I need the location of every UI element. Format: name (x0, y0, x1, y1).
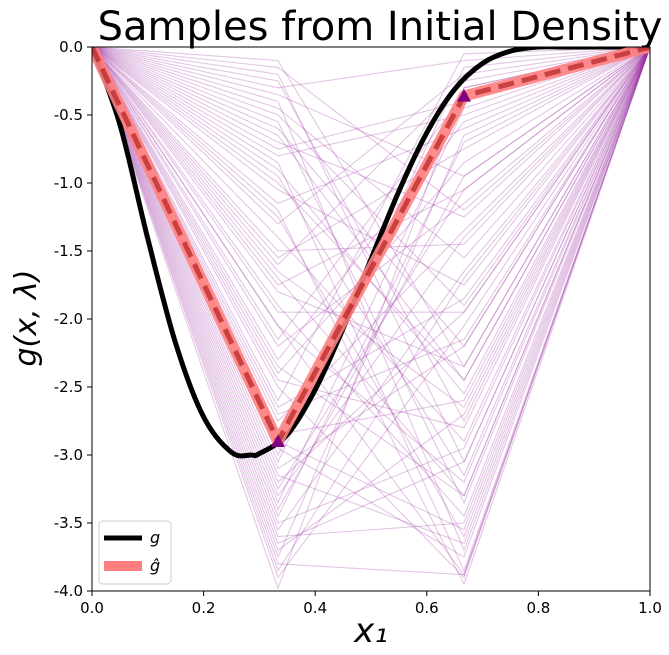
sample-line (92, 47, 650, 259)
sample-line (92, 47, 650, 205)
sample-line (92, 47, 650, 579)
sample-line (92, 47, 650, 402)
sample-line (92, 47, 650, 218)
sample-line (92, 47, 650, 524)
sample-line (92, 47, 650, 361)
sample-line (92, 47, 650, 576)
sample-line (92, 47, 650, 572)
sample-line (92, 47, 650, 429)
sample-line (92, 47, 650, 89)
sample-line (92, 47, 650, 497)
sample-line (92, 47, 650, 225)
sample-line (92, 47, 650, 511)
sample-line (92, 47, 650, 531)
sample-line (92, 47, 650, 552)
chart-title: Samples from Initial Density (98, 4, 663, 50)
plot-frame (91, 46, 651, 592)
sample-line (92, 47, 650, 286)
sample-line (92, 47, 650, 470)
sample-line (92, 47, 650, 368)
sample-line (92, 47, 650, 313)
sample-line (92, 47, 650, 307)
sample-line (92, 47, 650, 177)
sample-line (92, 47, 650, 484)
x-tick-label: 0.4 (303, 599, 327, 617)
sample-line (92, 47, 650, 286)
sample-line (92, 47, 650, 211)
sample-line (92, 47, 650, 576)
sample-lines (92, 47, 650, 590)
y-axis-label: g(x, λ) (9, 269, 44, 366)
y-tick-label: -4.0 (54, 582, 83, 600)
sample-line (92, 47, 650, 395)
sample-line (92, 47, 650, 552)
y-tick-label: -2.5 (54, 378, 83, 396)
sample-line (92, 47, 650, 586)
sample-line (92, 47, 650, 504)
sample-line (92, 47, 650, 266)
sample-line (92, 47, 650, 573)
y-tick-label: -3.5 (54, 514, 83, 532)
x-tick-label: 0.8 (526, 599, 550, 617)
legend-label-g: g (150, 528, 160, 547)
x-tick-label: 1.0 (638, 599, 662, 617)
sample-line (92, 47, 650, 538)
x-tick-label: 0.2 (192, 599, 216, 617)
sample-line (92, 47, 650, 504)
node-markers (271, 89, 471, 447)
sample-line (92, 47, 650, 409)
sample-line (92, 47, 650, 497)
sample-line (92, 47, 650, 579)
sample-line (92, 47, 650, 497)
sample-line (92, 47, 650, 252)
sample-line (92, 47, 650, 382)
sample-line (92, 47, 650, 559)
y-tick-label: -1.5 (54, 242, 83, 260)
y-tick-label: -1.0 (54, 174, 83, 192)
sample-line (92, 47, 650, 538)
node-marker (271, 434, 285, 447)
sample-line (92, 47, 650, 423)
sample-line (92, 47, 650, 484)
legend-label-g-hat: ĝ (150, 556, 160, 575)
y-tick-label: -3.0 (54, 446, 83, 464)
sample-line (92, 47, 650, 259)
sample-line (92, 47, 650, 477)
sample-line (92, 47, 650, 368)
y-tick-label: -0.5 (54, 106, 83, 124)
sample-line (92, 47, 650, 415)
sample-line (92, 47, 650, 545)
sample-line (92, 47, 650, 443)
x-axis-label: x₁ (353, 611, 388, 651)
x-tick-label: 0.6 (415, 599, 439, 617)
g-hat-dashed-line (92, 47, 650, 447)
sample-line (92, 47, 650, 590)
x-tick-label: 0.0 (80, 599, 104, 617)
y-tick-label: 0.0 (59, 38, 83, 56)
sample-line (92, 47, 650, 157)
legend: g ĝ (98, 520, 172, 585)
sample-line (92, 47, 650, 545)
node-marker (457, 89, 471, 102)
function-curves (92, 47, 650, 459)
sample-line (92, 47, 650, 409)
y-tick-label: -2.0 (54, 310, 83, 328)
legend-box (98, 520, 172, 585)
sample-line (92, 47, 650, 348)
sample-line (92, 47, 650, 518)
sample-line (92, 47, 650, 491)
sample-line (92, 47, 650, 518)
axis-ticks: 0.0 0.2 0.4 0.6 0.8 1.0 0.0 -0.5 -1.0 -1.5 -2.0 -2.… (54, 38, 662, 617)
